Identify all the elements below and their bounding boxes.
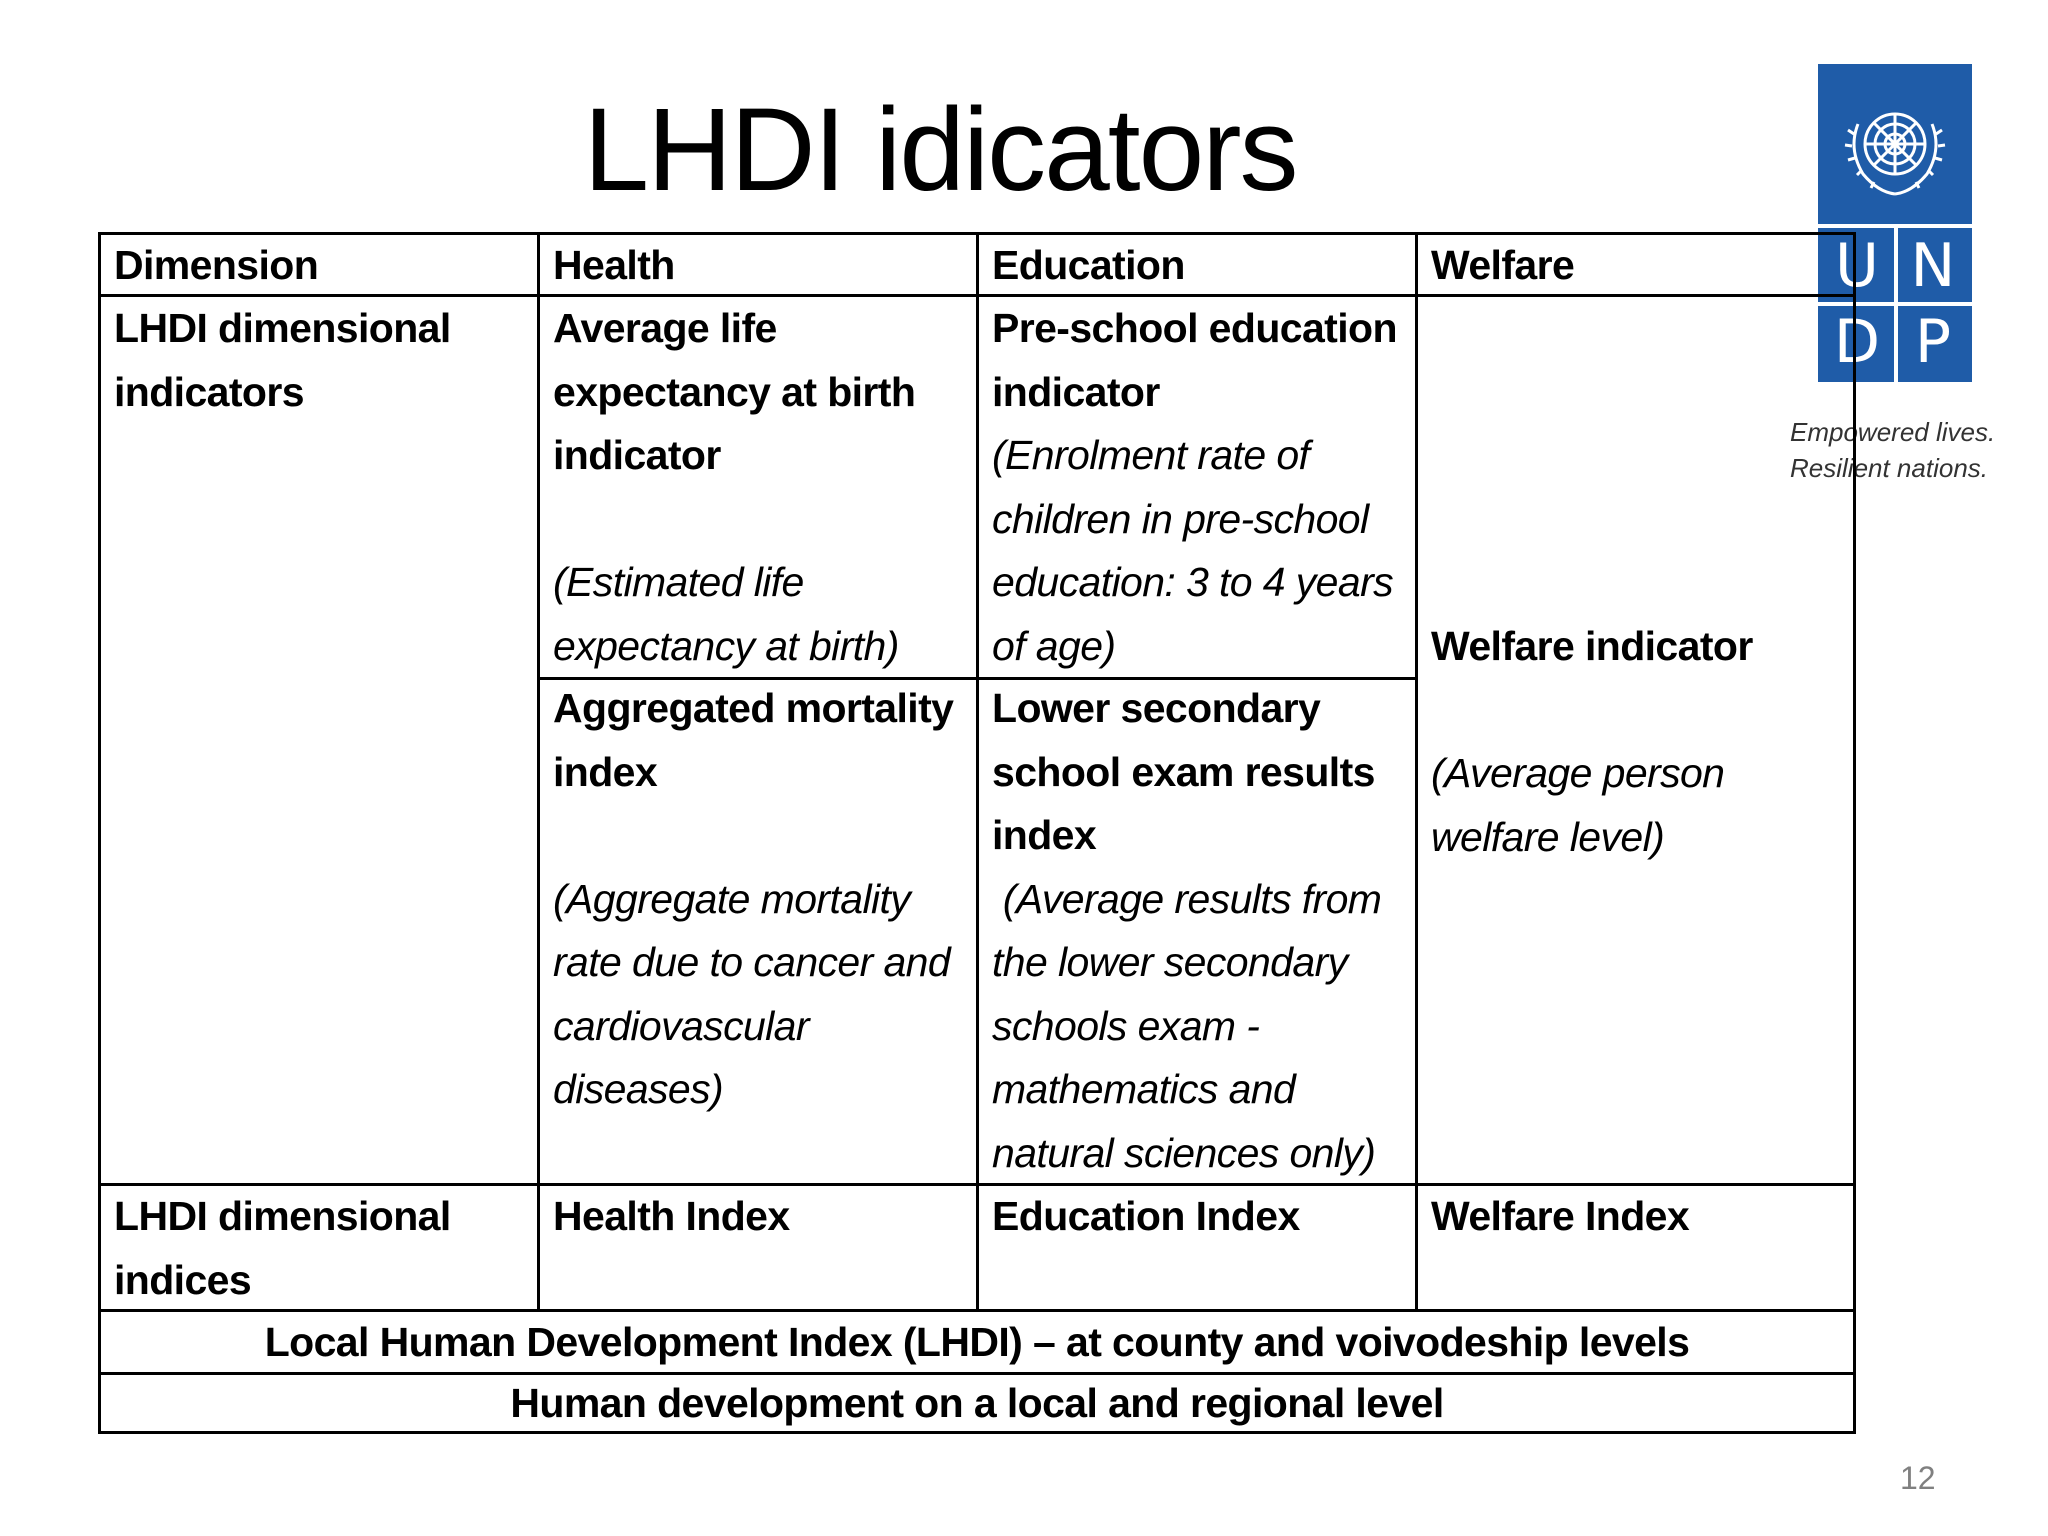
logo-letter-p: P [1898,306,1968,377]
education-indicator-1-note: (Enrolment rate of children in pre-schoo… [992,432,1394,669]
logo-tagline: Empowered lives. Resilient nations. [1790,417,1996,483]
education-indicator-2: Lower secondary school exam results inde… [992,677,1402,1185]
health-indicator-2-title: Aggregated mortality index [553,685,954,795]
welfare-indicator-note: (Average person welfare level) [1431,750,1725,860]
health-index: Health Index [553,1193,790,1239]
welfare-index: Welfare Index [1431,1193,1690,1239]
slide-title: LHDI idicators [583,84,1298,216]
indices-label: LHDI dimensional indices [114,1193,451,1303]
education-indicator-1-title: Pre-school education indicator [992,305,1398,415]
human-development-row: Human development on a local and regiona… [510,1380,1444,1426]
lhdi-summary-row: Local Human Development Index (LHDI) – a… [264,1319,1690,1365]
logo-letter-d: D [1822,306,1892,377]
education-indicator-1: Pre-school education indicator (Enrolmen… [992,297,1402,678]
indicators-label: LHDI dimensional indicators [114,305,451,415]
health-indicator-2-note: (Aggregate mortality rate due to cancer … [553,875,951,1113]
header-dimension: Dimension [114,242,319,288]
education-index: Education Index [992,1193,1300,1239]
health-indicator-1-note: (Estimated life expectancy at birth) [553,559,899,669]
header-health: Health [553,242,675,288]
health-indicator-2: Aggregated mortality index (Aggregate mo… [553,677,963,1122]
lhdi-indicators-table: Dimension Health Education Welfare LHDI … [98,232,1856,1434]
health-indicator-1: Average life expectancy at birth indicat… [553,297,953,678]
logo-letter-n: N [1898,230,1968,301]
page-number: 12 [1900,1460,1936,1496]
welfare-indicator: Welfare indicator (Average person welfar… [1431,615,1846,869]
logo-letter-u: U [1822,230,1892,301]
header-education: Education [992,242,1185,288]
education-indicator-2-title: Lower secondary school exam results inde… [992,685,1375,858]
health-indicator-1-title: Average life expectancy at birth indicat… [553,305,916,478]
welfare-indicator-title: Welfare indicator [1431,623,1753,669]
un-emblem-icon [1844,112,1946,196]
undp-logo: U N D P [1818,64,1972,382]
header-welfare: Welfare [1431,242,1575,288]
education-indicator-2-note: (Average results from the lower secondar… [992,875,1393,1176]
